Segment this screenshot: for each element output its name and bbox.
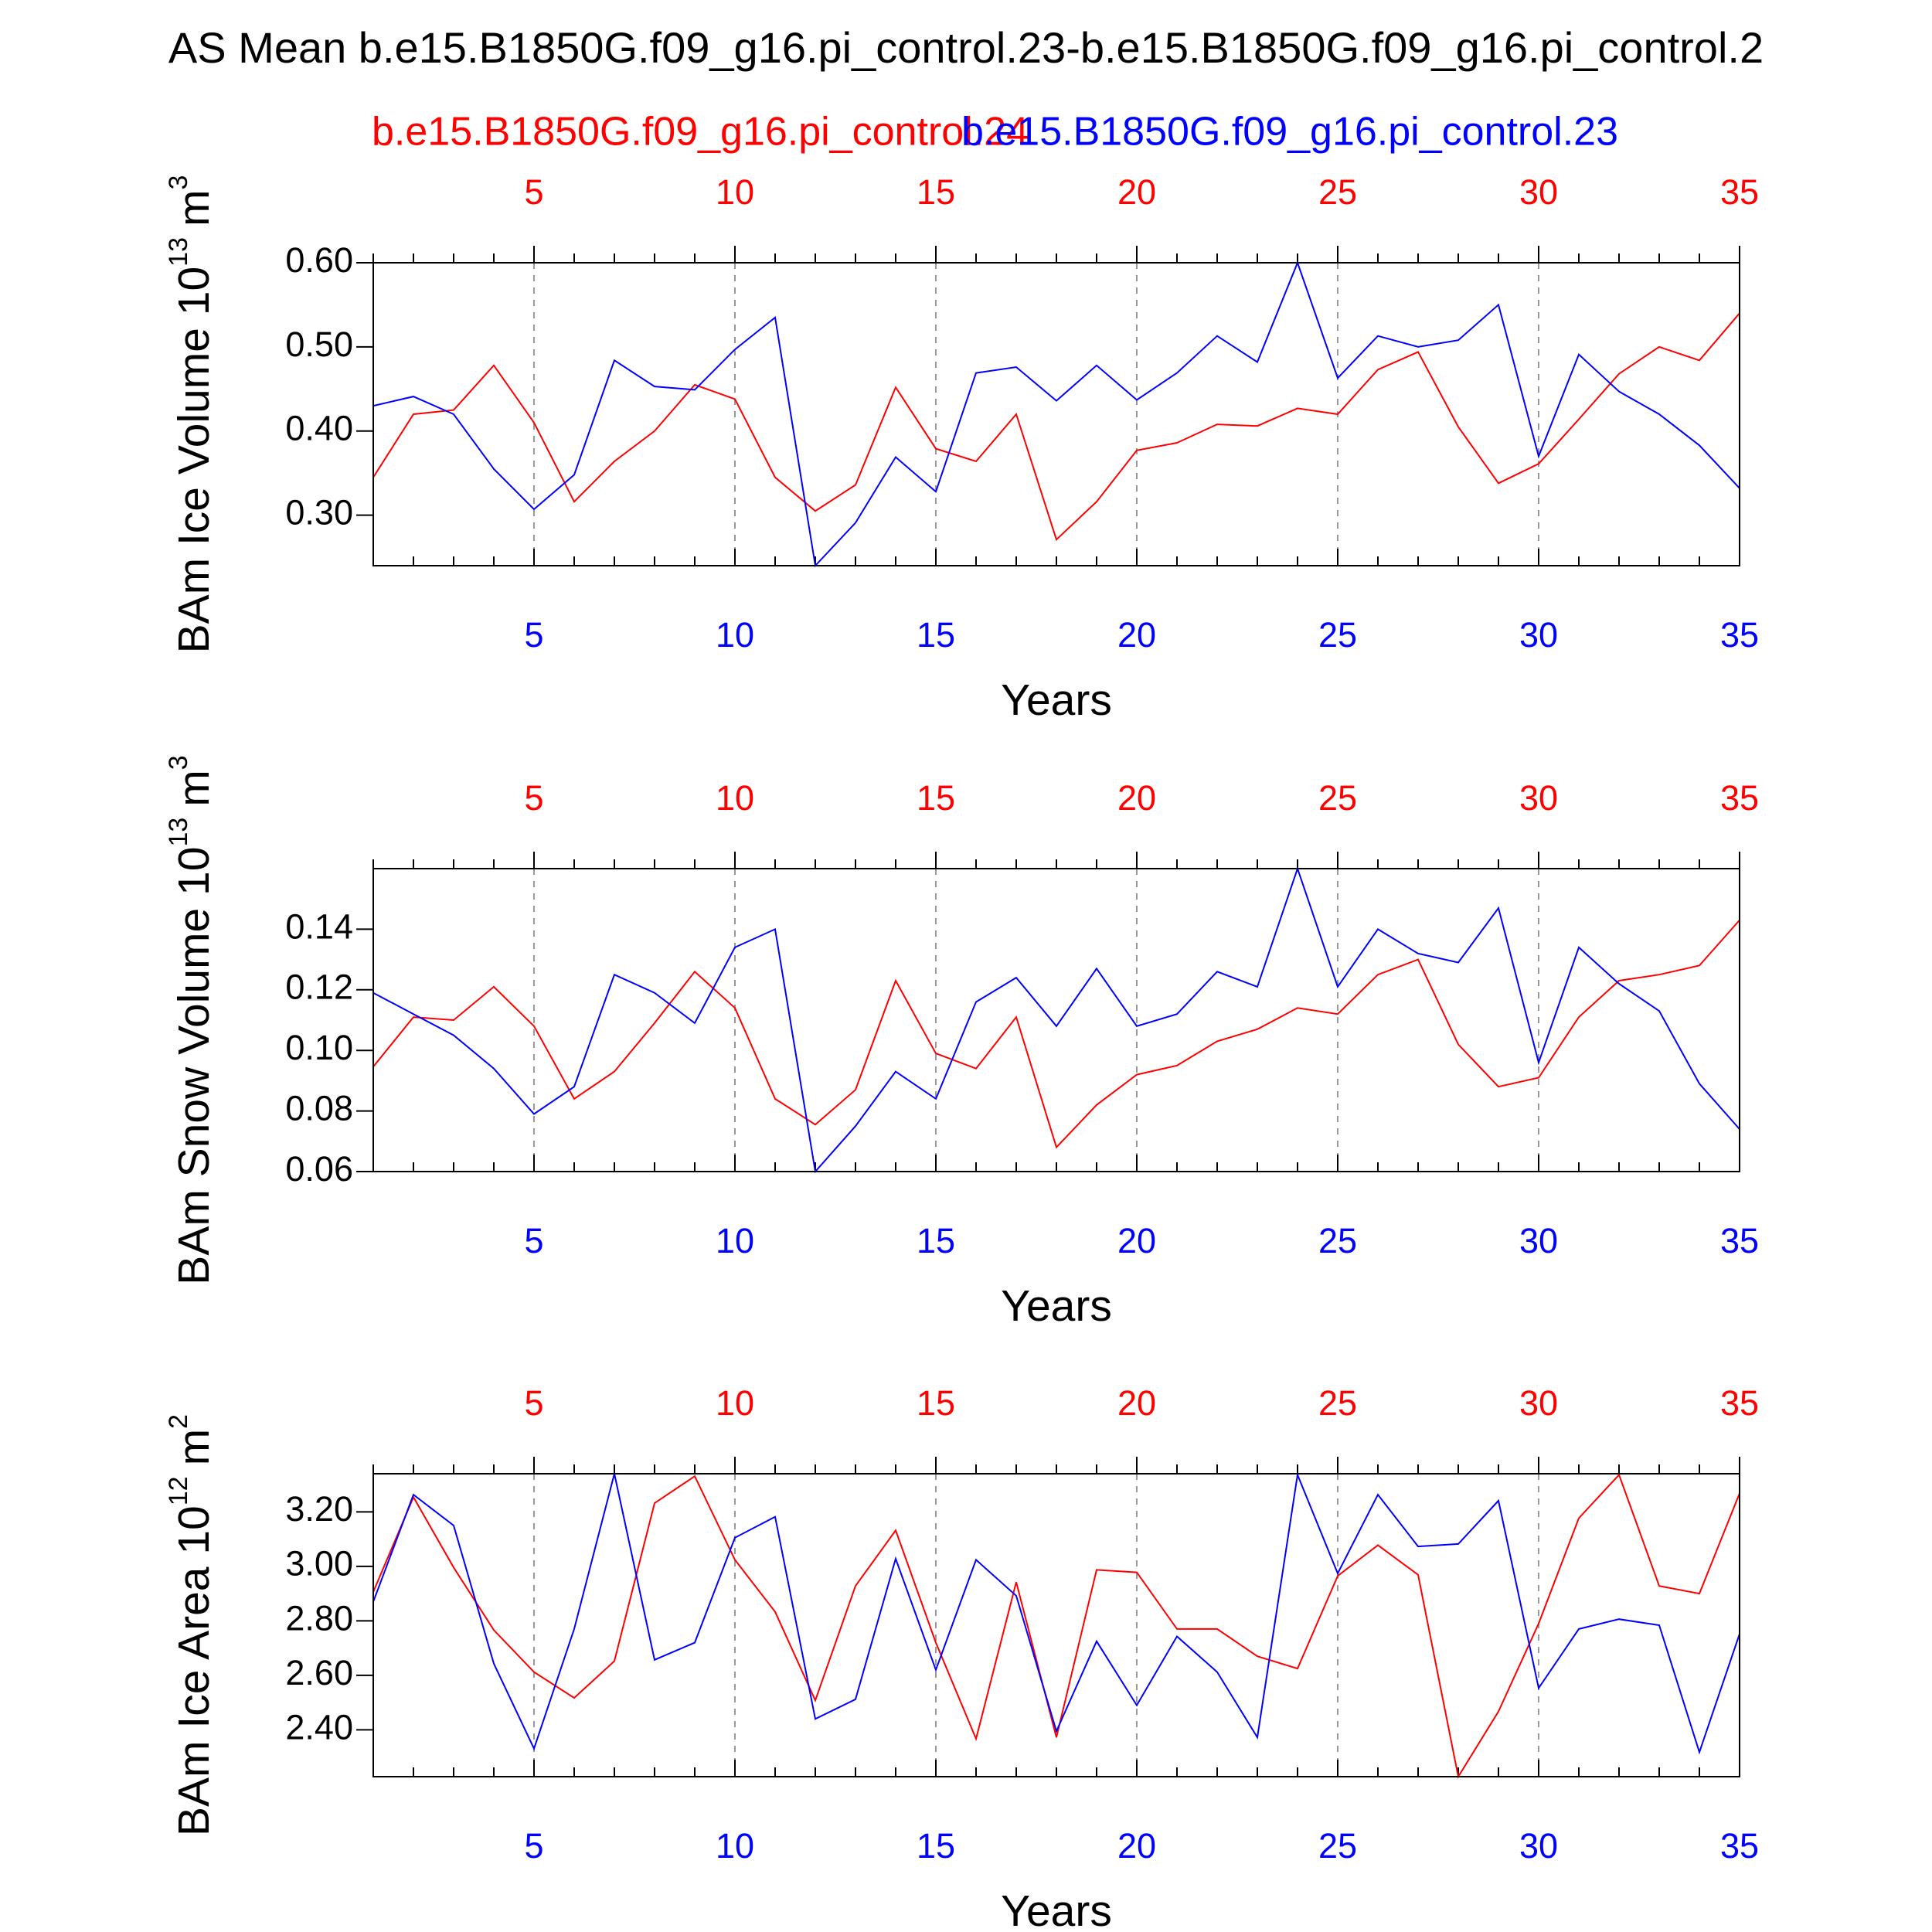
x2-tick-label: 15 (917, 172, 955, 212)
x-tick-label: 10 (716, 615, 754, 655)
y-tick-label: 0.60 (285, 240, 353, 280)
x-axis-label: Years (1001, 1886, 1112, 1932)
x-tick-label: 30 (1519, 1221, 1558, 1260)
y-tick-label: 2.60 (285, 1653, 353, 1692)
x-tick-label: 35 (1720, 615, 1759, 655)
x2-tick-label: 30 (1519, 172, 1558, 212)
chart-title: AS Mean b.e15.B1850G.f09_g16.pi_control.… (168, 23, 1764, 72)
x-tick-label: 10 (716, 1221, 754, 1260)
y-tick-label: 2.80 (285, 1598, 353, 1638)
y-tick-label: 0.06 (285, 1149, 353, 1189)
x-tick-label: 5 (524, 615, 543, 655)
y-axis-label-exp: 13 (164, 818, 193, 847)
x2-tick-label: 5 (524, 172, 543, 212)
x2-tick-label: 10 (716, 778, 754, 818)
series-line (372, 919, 1740, 1149)
x-tick-label: 5 (524, 1826, 543, 1866)
x-tick-label: 20 (1117, 1221, 1156, 1260)
x2-tick-label: 20 (1117, 778, 1156, 818)
x2-tick-label: 20 (1117, 172, 1156, 212)
legend-entry: b.e15.B1850G.f09_g16.pi_control.24 (372, 110, 1029, 155)
x-axis-label: Years (1001, 1281, 1112, 1331)
y-axis-label-exp: 13 (164, 237, 193, 267)
y-axis-label-exp: 12 (164, 1476, 193, 1505)
x-tick-label: 25 (1318, 615, 1357, 655)
x-tick-label: 30 (1519, 1826, 1558, 1866)
x2-tick-label: 25 (1318, 172, 1357, 212)
y-tick-label: 3.00 (285, 1544, 353, 1583)
x2-tick-label: 35 (1720, 1383, 1759, 1423)
x2-tick-label: 30 (1519, 778, 1558, 818)
x-tick-label: 25 (1318, 1221, 1357, 1260)
y-axis-label-unit-exp: 3 (164, 755, 193, 770)
x2-tick-label: 10 (716, 172, 754, 212)
x2-tick-label: 5 (524, 1383, 543, 1423)
y-tick-label: 0.12 (285, 968, 353, 1007)
x2-tick-label: 25 (1318, 778, 1357, 818)
series-line (372, 1471, 1740, 1755)
plot-frame (372, 1473, 1740, 1777)
y-tick-label: 3.20 (285, 1489, 353, 1529)
x-tick-label: 25 (1318, 1826, 1357, 1866)
y-axis-label-unit: m (169, 1429, 219, 1465)
y-tick-label: 0.08 (285, 1088, 353, 1128)
x2-tick-label: 15 (917, 1383, 955, 1423)
x-tick-label: 15 (917, 615, 955, 655)
x-tick-label: 5 (524, 1221, 543, 1260)
x2-tick-label: 20 (1117, 1383, 1156, 1423)
legend-entry: b.e15.B1850G.f09_g16.pi_control.23 (961, 110, 1618, 155)
plot-frame (372, 868, 1740, 1172)
x-axis-label: Years (1001, 675, 1112, 725)
plot-frame (372, 262, 1740, 566)
x2-tick-label: 5 (524, 778, 543, 818)
x2-tick-label: 35 (1720, 778, 1759, 818)
y-tick-label: 0.10 (285, 1028, 353, 1067)
x-tick-label: 20 (1117, 615, 1156, 655)
series-line (372, 1473, 1740, 1779)
y-axis-label: BAm Ice Volume 1013 m3 (164, 175, 219, 654)
y-tick-label: 0.50 (285, 325, 353, 364)
x-tick-label: 15 (917, 1826, 955, 1866)
series-line (372, 312, 1740, 542)
y-axis-label-unit-exp: 2 (164, 1414, 193, 1429)
x-tick-label: 35 (1720, 1826, 1759, 1866)
x-tick-label: 15 (917, 1221, 955, 1260)
y-tick-label: 2.40 (285, 1707, 353, 1747)
y-axis-label-unit: m (169, 770, 219, 806)
x2-tick-label: 15 (917, 778, 955, 818)
y-axis-label: BAm Snow Volume 1013 m3 (164, 755, 219, 1284)
series-line (372, 260, 1740, 568)
y-axis-label-text: BAm Ice Area 10 (169, 1505, 219, 1836)
y-axis-label-unit-exp: 3 (164, 175, 193, 190)
y-tick-label: 0.14 (285, 906, 353, 946)
x-tick-label: 10 (716, 1826, 754, 1866)
x2-tick-label: 30 (1519, 1383, 1558, 1423)
series-line (372, 866, 1740, 1174)
y-axis-label-text: BAm Snow Volume 10 (169, 847, 219, 1285)
x2-tick-label: 25 (1318, 1383, 1357, 1423)
x2-tick-label: 35 (1720, 172, 1759, 212)
x-tick-label: 20 (1117, 1826, 1156, 1866)
x-tick-label: 35 (1720, 1221, 1759, 1260)
y-tick-label: 0.30 (285, 493, 353, 532)
y-axis-label-text: BAm Ice Volume 10 (169, 267, 219, 654)
y-tick-label: 0.40 (285, 409, 353, 448)
x2-tick-label: 10 (716, 1383, 754, 1423)
y-axis-label-unit: m (169, 190, 219, 226)
y-axis-label: BAm Ice Area 1012 m2 (164, 1414, 219, 1836)
x-tick-label: 30 (1519, 615, 1558, 655)
